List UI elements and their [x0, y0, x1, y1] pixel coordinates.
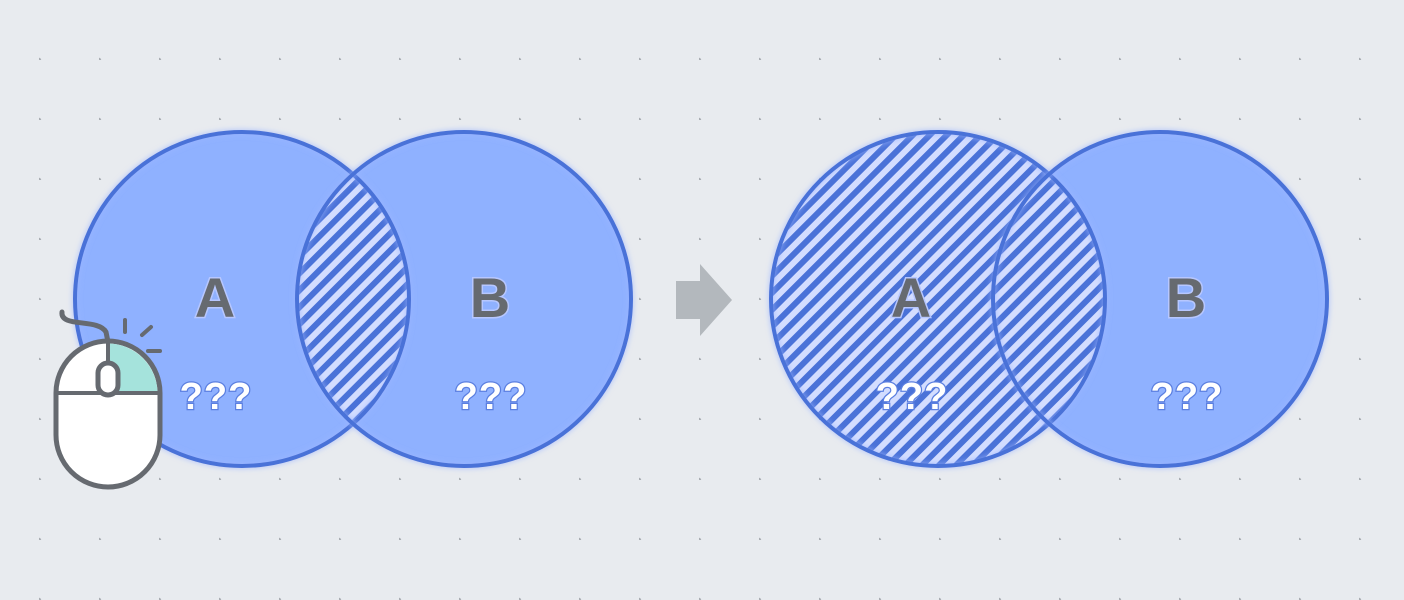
set-a-outline — [73, 130, 411, 468]
set-a-value: ??? — [180, 376, 253, 418]
arrow-right-icon — [676, 264, 732, 336]
set-b-outline — [991, 130, 1329, 468]
intersection-region-highlighted[interactable] — [297, 132, 631, 466]
set-a-label: A — [195, 266, 235, 329]
venn-after: A B ??? ??? — [769, 130, 1329, 468]
set-a-region-highlighted[interactable] — [771, 132, 1105, 466]
set-a-value: ??? — [876, 376, 949, 418]
mouse-icon — [53, 309, 163, 490]
set-a-outline — [769, 130, 1107, 468]
set-a-label: A — [891, 266, 931, 329]
set-b-value: ??? — [455, 376, 528, 418]
set-b-value: ??? — [1151, 376, 1224, 418]
set-b-label: B — [470, 266, 510, 329]
set-b-label: B — [1166, 266, 1206, 329]
set-b-outline — [295, 130, 633, 468]
